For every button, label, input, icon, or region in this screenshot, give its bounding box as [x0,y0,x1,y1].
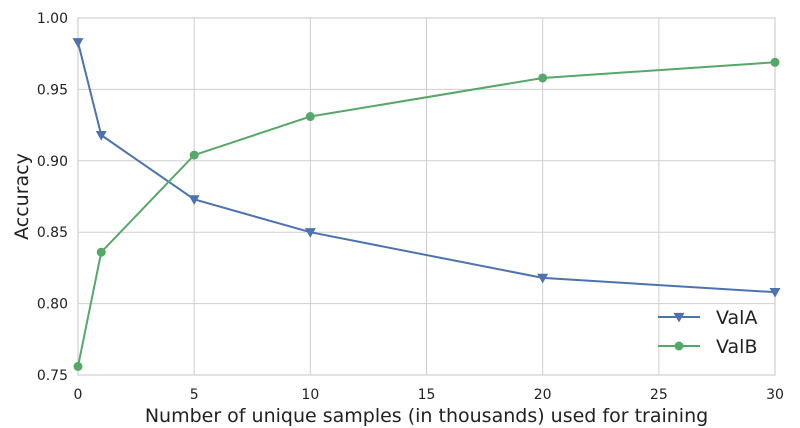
x-axis-label: Number of unique samples (in thousands) … [145,405,708,427]
data-point-vala-3 [304,228,316,238]
y-tick-label: 0.85 [37,225,68,241]
series-line-vala [77,42,776,294]
series-line-valb [77,61,776,367]
data-point-valb-3 [305,112,315,122]
data-point-valb-2 [189,150,199,160]
legend-label: ValB [716,336,757,358]
legend-item-vala: ValA [658,307,757,329]
x-tick-label: 10 [301,387,319,403]
legend-item-valb: ValB [658,336,757,358]
y-tick-label: 0.90 [37,154,68,170]
x-tick-label: 20 [534,387,552,403]
y-tick-label: 0.75 [37,368,68,384]
x-tick-label: 5 [190,387,199,403]
series-layer [72,38,781,371]
data-point-valb-4 [538,73,548,83]
x-tick-label: 15 [418,387,436,403]
data-point-valb-0 [73,361,83,371]
data-point-vala-2 [188,195,200,205]
x-tick-label: 30 [766,387,784,403]
data-point-vala-4 [537,273,549,284]
data-point-valb-5 [770,57,780,67]
series-vala [72,38,781,298]
y-tick-label: 0.95 [37,82,68,98]
x-tick-labels: 0 5 10 15 20 25 30 [74,387,784,403]
data-point-vala-0 [72,38,84,48]
y-tick-label: 0.80 [37,297,68,313]
legend-label: ValA [716,307,757,329]
y-tick-labels: 0.75 0.80 0.85 0.90 0.95 1.00 [37,11,68,384]
legend-marker [673,312,685,323]
legend-marker [674,341,684,351]
y-axis-label: Accuracy [11,153,33,240]
series-valb [73,57,780,371]
data-point-vala-5 [769,288,781,298]
x-tick-label: 25 [650,387,668,403]
data-point-valb-1 [96,247,106,257]
data-point-vala-1 [95,130,107,141]
y-tick-label: 1.00 [37,11,68,27]
x-tick-label: 0 [74,387,83,403]
legend: ValA ValB [658,307,757,358]
grid [77,17,776,376]
plot-frame [77,17,776,376]
